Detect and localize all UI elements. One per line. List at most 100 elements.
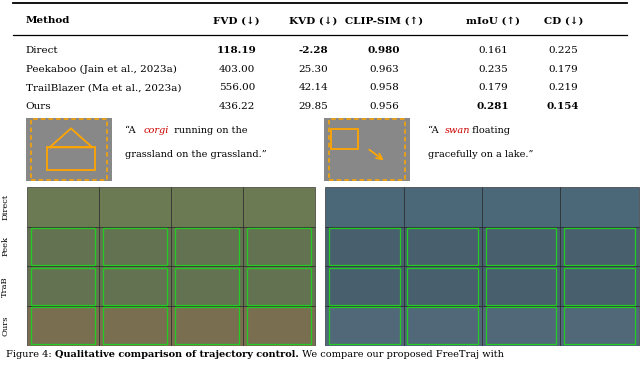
Bar — [27, 187, 99, 227]
Text: Qualitative comparison of trajectory control.: Qualitative comparison of trajectory con… — [55, 350, 299, 359]
Bar — [247, 307, 311, 344]
Bar — [482, 187, 561, 227]
Bar — [482, 266, 561, 306]
Text: TraB: TraB — [1, 276, 9, 296]
Bar — [243, 306, 315, 346]
Text: -2.28: -2.28 — [299, 46, 328, 55]
Bar — [47, 147, 95, 169]
Text: Ours: Ours — [26, 102, 51, 111]
Bar — [325, 187, 404, 227]
Text: 0.179: 0.179 — [548, 65, 578, 74]
Text: FVD (↓): FVD (↓) — [214, 16, 260, 25]
Bar — [561, 187, 639, 227]
Bar — [243, 227, 315, 266]
Bar — [26, 117, 112, 181]
Text: “A: “A — [125, 126, 138, 135]
Bar — [27, 306, 99, 346]
Text: 436.22: 436.22 — [219, 102, 255, 111]
Text: 0.963: 0.963 — [369, 65, 399, 74]
Bar — [171, 306, 243, 346]
Bar — [486, 268, 557, 305]
Text: 0.161: 0.161 — [478, 46, 508, 55]
Bar — [175, 228, 239, 265]
Text: 118.19: 118.19 — [217, 46, 257, 55]
Text: Direct: Direct — [26, 46, 58, 55]
Bar — [102, 268, 167, 305]
Text: corgi: corgi — [144, 126, 170, 135]
Text: We compare our proposed FreeTraj with: We compare our proposed FreeTraj with — [299, 350, 504, 359]
Text: 0.225: 0.225 — [548, 46, 578, 55]
Text: 0.154: 0.154 — [547, 102, 579, 111]
Text: floating: floating — [469, 126, 510, 135]
Bar — [486, 307, 557, 344]
Bar — [175, 307, 239, 344]
Text: grassland on the grassland.”: grassland on the grassland.” — [125, 150, 266, 159]
Bar — [404, 266, 482, 306]
Bar — [99, 227, 171, 266]
Text: 0.956: 0.956 — [369, 102, 399, 111]
Text: 403.00: 403.00 — [219, 65, 255, 74]
Bar — [171, 187, 243, 227]
Text: CD (↓): CD (↓) — [543, 16, 583, 25]
Bar — [31, 119, 107, 180]
Text: 29.85: 29.85 — [299, 102, 328, 111]
Bar — [243, 266, 315, 306]
Bar — [329, 228, 400, 265]
Text: 0.219: 0.219 — [548, 83, 578, 92]
Text: 556.00: 556.00 — [219, 83, 255, 92]
Bar — [102, 228, 167, 265]
Text: TrailBlazer (Ma et al., 2023a): TrailBlazer (Ma et al., 2023a) — [26, 83, 181, 92]
Text: CLIP-SIM (↑): CLIP-SIM (↑) — [345, 16, 423, 25]
Text: 0.980: 0.980 — [368, 46, 400, 55]
Bar — [324, 117, 410, 181]
Text: Figure 4:: Figure 4: — [6, 350, 55, 359]
Bar — [561, 227, 639, 266]
Bar — [171, 266, 243, 306]
Bar — [99, 306, 171, 346]
Bar — [564, 228, 635, 265]
Bar — [325, 227, 404, 266]
Text: 0.179: 0.179 — [478, 83, 508, 92]
Bar — [247, 268, 311, 305]
Bar — [325, 266, 404, 306]
Bar — [482, 227, 561, 266]
Text: Ours: Ours — [1, 316, 9, 336]
Text: running on the: running on the — [171, 126, 248, 135]
Bar — [331, 129, 358, 149]
Bar — [408, 268, 478, 305]
Text: Method: Method — [26, 16, 70, 25]
Bar — [31, 268, 95, 305]
Text: 0.281: 0.281 — [477, 102, 509, 111]
Bar — [27, 266, 99, 306]
Bar — [27, 227, 99, 266]
Bar — [99, 266, 171, 306]
Text: KVD (↓): KVD (↓) — [289, 16, 338, 25]
Text: 0.958: 0.958 — [369, 83, 399, 92]
Bar — [175, 268, 239, 305]
Bar — [102, 307, 167, 344]
Text: Peekaboo (Jain et al., 2023a): Peekaboo (Jain et al., 2023a) — [26, 65, 177, 74]
Bar — [171, 227, 243, 266]
Bar — [329, 307, 400, 344]
Bar — [564, 307, 635, 344]
Bar — [404, 227, 482, 266]
Bar — [564, 268, 635, 305]
Bar — [408, 228, 478, 265]
Text: gracefully on a lake.”: gracefully on a lake.” — [428, 150, 533, 159]
Bar — [486, 228, 557, 265]
Text: Direct: Direct — [1, 194, 9, 220]
Bar — [31, 228, 95, 265]
Bar — [561, 266, 639, 306]
Bar — [325, 306, 404, 346]
Text: 25.30: 25.30 — [299, 65, 328, 74]
Text: “A: “A — [428, 126, 441, 135]
Text: Peek: Peek — [1, 236, 9, 257]
Bar — [99, 187, 171, 227]
Text: 0.235: 0.235 — [478, 65, 508, 74]
Bar — [243, 187, 315, 227]
Bar — [329, 119, 405, 180]
Bar — [561, 306, 639, 346]
Bar — [404, 187, 482, 227]
Text: mIoU (↑): mIoU (↑) — [466, 16, 520, 25]
Text: swan: swan — [445, 126, 470, 135]
